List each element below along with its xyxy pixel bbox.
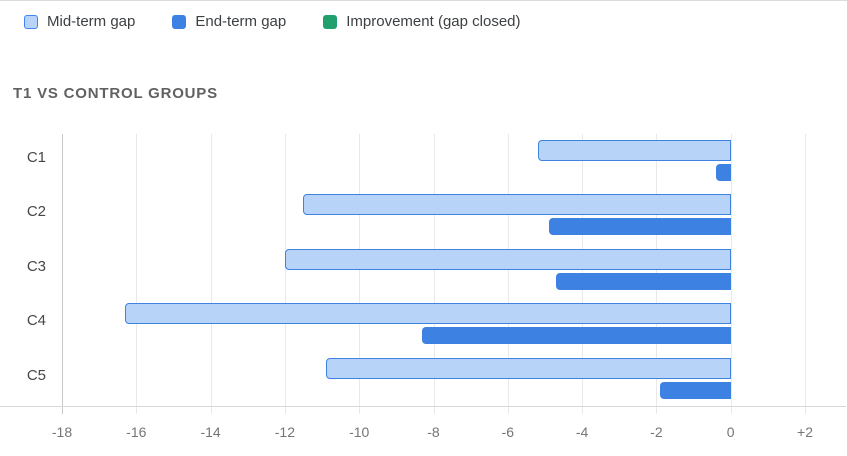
bar-mid-term-gap-c4[interactable] bbox=[125, 303, 731, 325]
chart-legend: Mid-term gap End-term gap Improvement (g… bbox=[24, 13, 521, 31]
gridline bbox=[136, 134, 138, 414]
x-axis-tick-label: -8 bbox=[427, 424, 440, 440]
legend-item-end-term-gap: End-term gap bbox=[172, 13, 286, 31]
legend-swatch-improvement-icon bbox=[323, 15, 338, 29]
bar-mid-term-gap-c3[interactable] bbox=[284, 248, 731, 270]
x-axis-tick-label: +2 bbox=[797, 424, 813, 440]
x-axis-tick-label: -6 bbox=[501, 424, 515, 440]
x-axis-tick-label: -16 bbox=[126, 424, 147, 440]
bar-end-term-gap-c1[interactable] bbox=[715, 164, 731, 181]
gridline bbox=[62, 134, 63, 414]
bar-mid-term-gap-c2[interactable] bbox=[303, 194, 731, 216]
x-axis-tick-label: -10 bbox=[349, 424, 370, 440]
x-axis-tick-label: -18 bbox=[51, 424, 73, 440]
x-axis-tick-label: -12 bbox=[274, 424, 296, 440]
legend-item-mid-term-gap: Mid-term gap bbox=[24, 13, 135, 31]
category-label-c1: C1 bbox=[26, 149, 46, 166]
legend-swatch-mid-term-gap-icon bbox=[24, 15, 38, 29]
gridline bbox=[359, 134, 361, 414]
gridline bbox=[507, 134, 509, 414]
bar-end-term-gap-c5[interactable] bbox=[660, 381, 731, 399]
gridline bbox=[805, 134, 806, 414]
legend-item-improvement: Improvement (gap closed) bbox=[323, 13, 521, 31]
category-label-c3: C3 bbox=[26, 257, 46, 275]
bar-end-term-gap-c2[interactable] bbox=[548, 218, 731, 236]
category-label-c5: C5 bbox=[26, 366, 46, 384]
gridline bbox=[433, 134, 435, 414]
bar-end-term-gap-c4[interactable] bbox=[422, 327, 731, 345]
gridline bbox=[284, 134, 286, 414]
x-axis-line bbox=[0, 406, 846, 407]
gridline bbox=[730, 134, 732, 414]
legend-label-mid-term-gap: Mid-term gap bbox=[47, 13, 136, 30]
category-label-c4: C4 bbox=[26, 312, 46, 330]
gridline bbox=[210, 134, 212, 414]
bar-end-term-gap-c3[interactable] bbox=[556, 272, 731, 290]
category-label-c2: C2 bbox=[26, 203, 46, 221]
legend-swatch-end-term-gap-icon bbox=[172, 15, 187, 29]
x-axis-tick-label: 0 bbox=[726, 424, 735, 440]
legend-label-improvement: Improvement (gap closed) bbox=[346, 13, 521, 30]
bar-mid-term-gap-c5[interactable] bbox=[325, 357, 731, 379]
bar-mid-term-gap-c1[interactable] bbox=[537, 140, 731, 161]
chart-title: T1 VS CONTROL GROUPS bbox=[13, 85, 218, 102]
legend-label-end-term-gap: End-term gap bbox=[195, 13, 287, 30]
x-axis-tick-label: -14 bbox=[200, 424, 221, 440]
x-axis-tick-label: -4 bbox=[575, 424, 589, 440]
x-axis-tick-label: -2 bbox=[650, 424, 663, 440]
